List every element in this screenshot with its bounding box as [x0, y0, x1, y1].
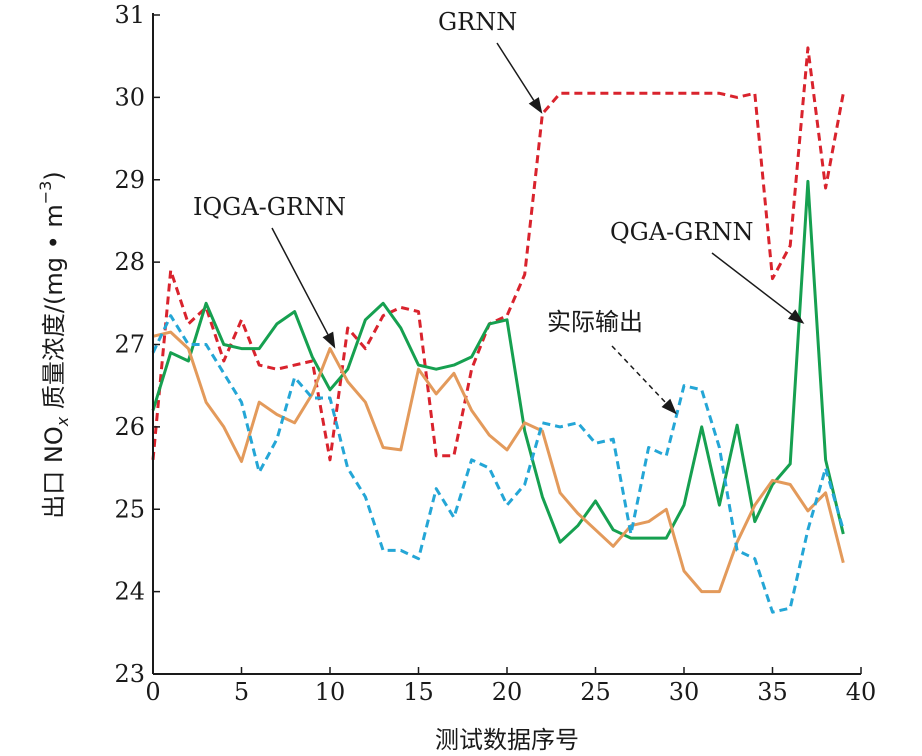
annotation-arrow-head — [788, 309, 805, 324]
series-layer — [151, 46, 845, 614]
annotation-arrow-line — [711, 252, 793, 315]
series-line-iqga-grnn — [152, 330, 845, 594]
y-tick-label: 27 — [114, 331, 145, 359]
annotation-label: QGA-GRNN — [610, 218, 754, 246]
y-axis-title-mid: 质量浓度/(mg • m — [40, 204, 68, 416]
series-line-actual-output — [151, 314, 845, 614]
y-tick-label: 28 — [114, 248, 145, 276]
x-tick-label: 40 — [846, 678, 877, 706]
x-axis-title: 测试数据序号 — [435, 726, 579, 754]
y-axis-title-post: ) — [40, 171, 68, 180]
y-tick-label: 24 — [114, 578, 145, 606]
x-tick-label: 15 — [403, 678, 434, 706]
y-tick-label: 26 — [114, 413, 145, 441]
annotation-arrow-head — [661, 398, 677, 415]
series-line-qga-grnn — [151, 179, 845, 544]
x-tick-label: 30 — [669, 678, 700, 706]
x-tick-label: 25 — [580, 678, 611, 706]
annotation-label: GRNN — [438, 8, 517, 36]
y-tick-label: 30 — [114, 83, 145, 111]
annotation-arrow-line — [271, 227, 329, 335]
annotation-arrow-head — [322, 331, 336, 349]
y-tick-label: 23 — [114, 660, 145, 688]
annotation-arrow-line — [611, 345, 667, 404]
y-axis-title-pre: 出口 NO — [40, 426, 68, 518]
x-tick-label: 0 — [145, 678, 160, 706]
x-tick-label: 35 — [757, 678, 788, 706]
axes: 0 5 10 15 20 25 30 35 40 23 24 25 26 27 28 29 30 31 — [114, 1, 876, 706]
y-axis-title-sup: −3 — [36, 181, 55, 205]
x-tick-label: 10 — [315, 678, 346, 706]
y-tick-label: 29 — [114, 166, 145, 194]
y-tick-label: 25 — [114, 495, 145, 523]
y-tick-label: 31 — [114, 1, 145, 29]
annotations: GRNN IQGA-GRNN QGA-GRNN 实际输出 — [193, 8, 805, 415]
annotation-label: 实际输出 — [547, 308, 643, 336]
y-axis-title-sub: x — [53, 416, 72, 427]
x-tick-label: 20 — [492, 678, 523, 706]
series-line-grnn — [151, 46, 845, 462]
annotation-arrow-line — [496, 42, 535, 101]
y-axis-title: 出口 NOx 质量浓度/(mg • m−3) — [36, 171, 72, 518]
annotation-arrow-head — [528, 97, 543, 114]
annotation-label: IQGA-GRNN — [193, 193, 346, 221]
x-tick-label: 5 — [234, 678, 249, 706]
